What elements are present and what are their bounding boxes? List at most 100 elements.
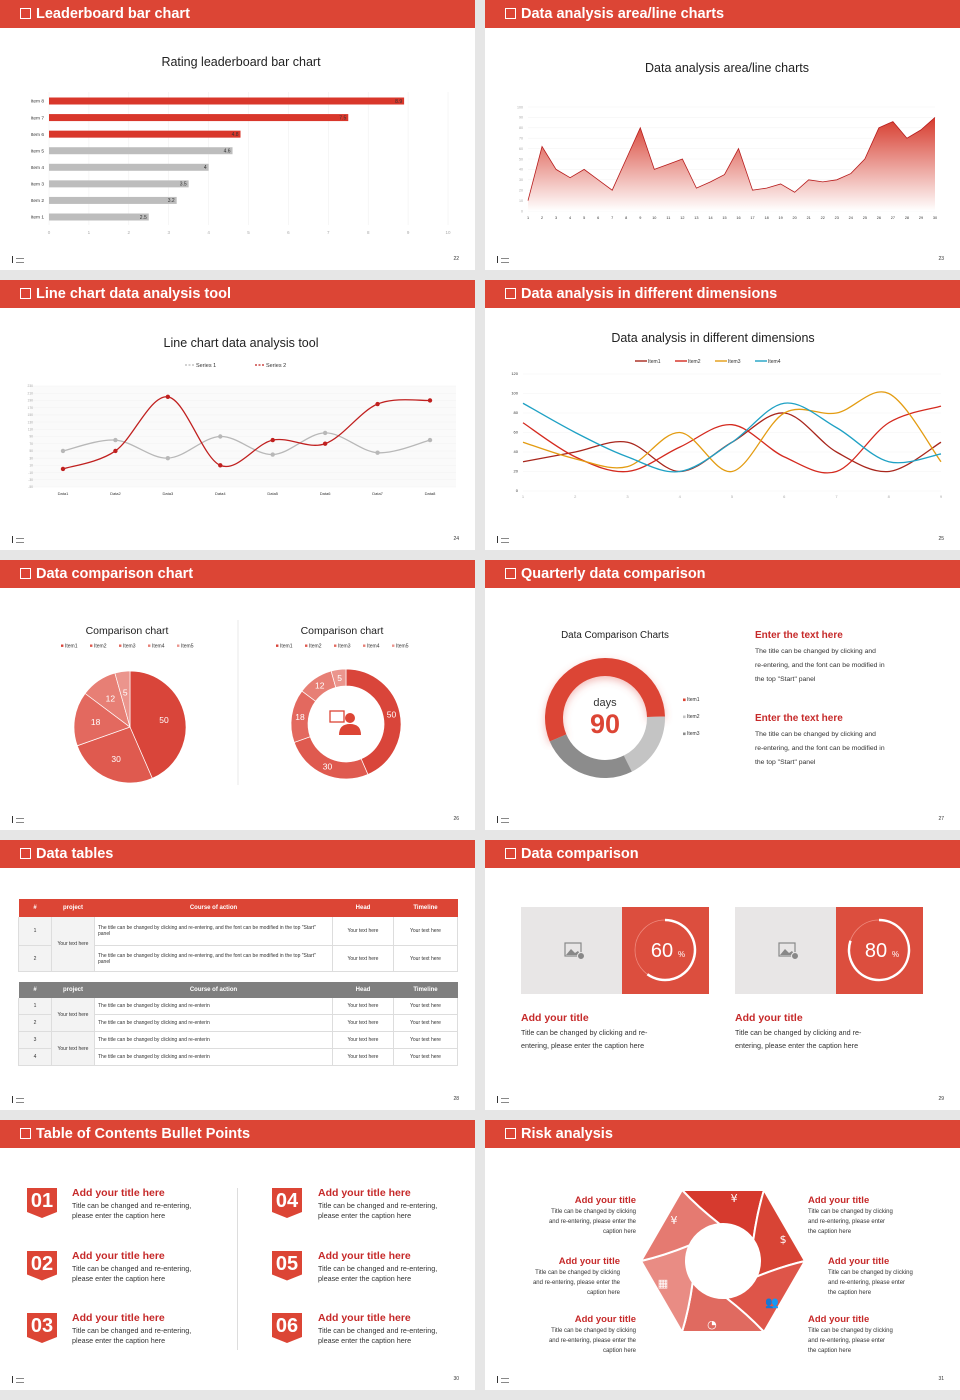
text-line: The title can be changed by clicking and: [755, 731, 876, 738]
risk-title[interactable]: Add your title: [828, 1256, 890, 1267]
slide-data-comparison-chart[interactable]: Data comparison chart 26 Comparison chart I…: [0, 560, 475, 830]
risk-caption: and re-entering, please enter: [808, 1338, 886, 1344]
money-bag-icon: ¥: [731, 1192, 738, 1205]
x-tick-label: 19: [779, 216, 783, 220]
data-point: [60, 466, 66, 472]
slide-quarterly-comparison[interactable]: Quarterly data comparison 27 Data Comparis…: [485, 560, 960, 830]
x-tick-label: Data7: [372, 491, 383, 496]
cell-timeline: Your text here: [393, 1031, 458, 1049]
buildings-icon: ▦: [658, 1277, 668, 1290]
card-title: Add your title: [735, 1012, 803, 1024]
bar: [49, 97, 405, 105]
slide-header-title: Table of Contents Bullet Points: [36, 1126, 251, 1142]
risk-title[interactable]: Add your title: [808, 1314, 870, 1325]
toc-item-title[interactable]: Add your title here: [72, 1187, 165, 1199]
col-header: Timeline: [413, 986, 438, 993]
plus-badge: [577, 952, 585, 960]
toc-item-title[interactable]: Add your title here: [72, 1249, 165, 1262]
cell-head: Your text here: [332, 916, 394, 946]
legend-label: Item2: [309, 644, 322, 650]
cell-timeline: Your text here: [393, 1048, 458, 1066]
cell-number: 1: [18, 997, 52, 1015]
slide-area-line-charts[interactable]: Data analysis area/line charts 23 Data ana…: [485, 0, 960, 270]
data-point: [165, 455, 171, 461]
page-number: 28: [453, 1096, 459, 1102]
slide-leaderboard-bar-chart[interactable]: Leaderboard bar chart 22 Rating leaderboar…: [0, 0, 475, 270]
bar-value-label: 4.8: [232, 132, 239, 138]
toc-item-title[interactable]: Add your title here: [318, 1312, 411, 1324]
risk-title[interactable]: Add your title: [808, 1195, 870, 1206]
toc-item-caption: please enter the caption here: [318, 1273, 412, 1283]
slice-label: 50: [159, 715, 169, 725]
chart-title: Comparison chart: [86, 625, 169, 637]
col-header: Head: [355, 986, 371, 993]
toc-item-title[interactable]: Add your title here: [72, 1312, 165, 1324]
col-header: project: [62, 986, 83, 993]
x-tick-label: 28: [905, 216, 909, 220]
text-block-title: Enter the text here: [755, 630, 843, 641]
y-tick-label: 60: [514, 430, 519, 435]
y-tick-label: 80: [514, 410, 519, 415]
risk-title[interactable]: Add your title: [574, 1314, 636, 1325]
y-tick-label: 0: [516, 488, 519, 493]
chart-canvas: Line chart data analysis tool -50 -30 -10 10…: [27, 336, 456, 496]
series-line: [62, 432, 431, 459]
chart-canvas: 60 % Add your title Title can be changed by…: [521, 907, 923, 1050]
slide-header: Risk analysis: [485, 1120, 960, 1148]
cell-project: Your text here: [51, 916, 95, 972]
bar-value-label: 3.2: [168, 198, 175, 204]
cell-head: Your text here: [332, 1014, 394, 1032]
logo-icon: [12, 536, 26, 543]
series-line: [522, 402, 942, 473]
slide-table-of-contents[interactable]: Table of Contents Bullet Points 30 01 Add y…: [0, 1120, 475, 1390]
category-label: Item 6: [31, 132, 45, 138]
data-point: [165, 394, 171, 400]
toc-item-title[interactable]: Add your title here: [318, 1249, 411, 1262]
risk-caption: Title can be changed by clicking: [828, 1270, 913, 1276]
yen-hand-icon: ¥: [671, 1214, 678, 1227]
page-number: 24: [453, 536, 459, 542]
cell-action: The title can be changed by clicking and…: [94, 1048, 333, 1066]
toc-item-caption: please enter the caption here: [318, 1211, 412, 1220]
data-point: [113, 437, 118, 443]
toc-item-caption: Title can be changed and re-entering,: [72, 1263, 192, 1273]
bar-value-label: 3.5: [180, 182, 187, 188]
slide-risk-analysis[interactable]: Risk analysis 31 ¥ $ 👥 ◔ ▦ ¥ Add your title Title…: [485, 1120, 960, 1390]
x-tick-label: 2: [541, 216, 543, 220]
pie-slice: [330, 668, 347, 688]
bar-value-label: 4: [204, 165, 207, 171]
x-tick-label: 4: [679, 494, 682, 499]
x-tick-label: 18: [764, 216, 768, 220]
slide-header-title: Leaderboard bar chart: [36, 6, 190, 22]
card-caption: entering, please enter the caption here: [521, 1041, 644, 1050]
risk-title[interactable]: Add your title: [558, 1256, 620, 1267]
chart-title: Rating leaderboard bar chart: [161, 55, 321, 69]
logo-icon: [12, 1376, 26, 1383]
checkbox-icon: [505, 1128, 516, 1139]
text-line: the top "Start" panel: [755, 759, 816, 766]
cell-number: 4: [18, 1048, 52, 1066]
slide-data-tables[interactable]: Data tables 28 # project Course of action…: [0, 840, 475, 1110]
y-tick-label: 90: [29, 435, 33, 439]
x-tick-label: 21: [807, 216, 811, 220]
y-tick-label: 10: [519, 199, 523, 203]
toc-item-title[interactable]: Add your title here: [318, 1187, 411, 1199]
y-tick-label: 70: [29, 442, 33, 446]
number-badge: 01: [27, 1188, 57, 1218]
y-tick-label: 190: [27, 399, 33, 403]
text-block-1: Enter the text here The title can be cha…: [755, 630, 885, 687]
x-tick-label: 24: [849, 216, 853, 220]
slide-different-dimensions[interactable]: Data analysis in different dimensions 25 D…: [485, 280, 960, 550]
x-tick-label: 9: [639, 216, 641, 220]
data-table-2: # project Course of action Head Timeline…: [18, 981, 458, 1066]
x-tick-label: 4: [569, 216, 571, 220]
slide-line-chart-tool[interactable]: Line chart data analysis tool 24 Line char…: [0, 280, 475, 550]
text-line: re-entering, and the font can be modifie…: [755, 745, 885, 752]
risk-title[interactable]: Add your title: [574, 1195, 636, 1206]
data-point: [218, 463, 223, 468]
page-number: 25: [938, 536, 944, 542]
x-tick-label: Data8: [425, 491, 436, 496]
slide-data-comparison[interactable]: Data comparison 29 60% Add your title Title …: [485, 840, 960, 1110]
y-tick-label: 30: [519, 178, 523, 182]
col-header: Head: [355, 904, 371, 911]
